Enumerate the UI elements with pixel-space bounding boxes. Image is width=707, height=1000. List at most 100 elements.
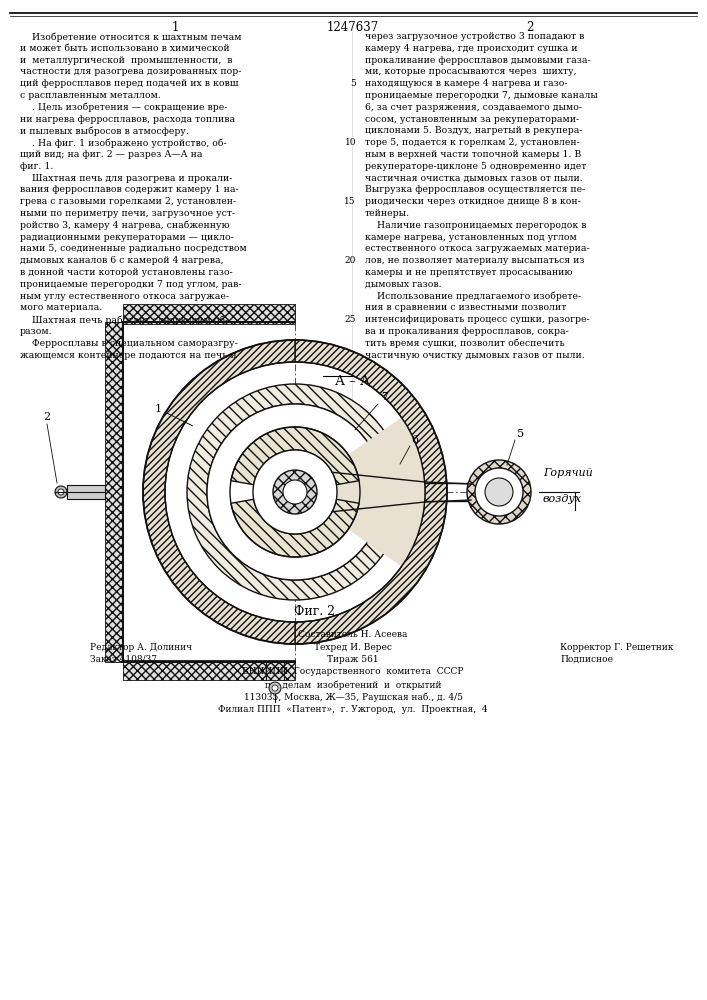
Text: 1: 1 [171,21,179,34]
Text: 2: 2 [526,21,534,34]
Text: в донной части которой установлены газо-: в донной части которой установлены газо- [20,268,233,277]
Text: 1: 1 [155,404,192,426]
Text: Корректор Г. Решетник: Корректор Г. Решетник [560,643,673,652]
Text: жающемся контейнере подаются на печь и: жающемся контейнере подаются на печь и [20,351,237,360]
Text: нами 5, соединенные радиально посредством: нами 5, соединенные радиально посредство… [20,244,247,253]
Text: Составитель Н. Асеева: Составитель Н. Асеева [298,630,408,639]
Text: 6: 6 [411,435,419,445]
Circle shape [283,480,307,504]
Text: фиг. 1.: фиг. 1. [20,162,53,171]
Text: 2: 2 [43,412,51,422]
Text: рекуператоре-циклоне 5 одновременно идет: рекуператоре-циклоне 5 одновременно идет [365,162,586,171]
Circle shape [58,489,64,495]
Text: Фиг. 2: Фиг. 2 [295,605,336,618]
Circle shape [207,404,383,580]
Text: ций ферросплавов перед подачей их в ковш: ций ферросплавов перед подачей их в ковш [20,79,238,88]
Text: 7: 7 [382,392,389,402]
Text: Использование предлагаемого изобрете-: Использование предлагаемого изобрете- [365,292,581,301]
Text: Наличие газопроницаемых перегородок в: Наличие газопроницаемых перегородок в [365,221,587,230]
Text: Ферросплавы в специальном саморазгру-: Ферросплавы в специальном саморазгру- [20,339,238,348]
Text: с расплавленным металлом.: с расплавленным металлом. [20,91,161,100]
Circle shape [55,486,67,498]
Text: ни нагрева ферросплавов, расхода топлива: ни нагрева ферросплавов, расхода топлива [20,115,235,124]
Text: лов, не позволяет материалу высыпаться из: лов, не позволяет материалу высыпаться и… [365,256,585,265]
Text: циклонами 5. Воздух, нагретый в рекупера-: циклонами 5. Воздух, нагретый в рекупера… [365,126,583,135]
Text: проницаемые перегородки 7, дымовые каналы: проницаемые перегородки 7, дымовые канал… [365,91,598,100]
Text: Выгрузка ферросплавов осуществляется пе-: Выгрузка ферросплавов осуществляется пе- [365,185,585,194]
Wedge shape [143,340,295,644]
Text: 10: 10 [344,138,356,147]
Circle shape [269,682,281,694]
Circle shape [273,470,317,514]
Text: Редактор А. Долинич: Редактор А. Долинич [90,643,192,652]
Text: мого материала.: мого материала. [20,303,103,312]
Circle shape [475,468,523,516]
Text: по  делам  изобретений  и  открытий: по делам изобретений и открытий [264,680,441,690]
Text: проницаемые перегородки 7 под углом, рав-: проницаемые перегородки 7 под углом, рав… [20,280,242,289]
Text: 15: 15 [344,197,356,206]
Circle shape [485,478,513,506]
Text: камеру 4 нагрева, где происходит сушка и: камеру 4 нагрева, где происходит сушка и [365,44,578,53]
Text: 25: 25 [344,315,356,324]
Text: . Цель изобретения — сокращение вре-: . Цель изобретения — сокращение вре- [20,103,228,112]
Text: ным углу естественного откоса загружае-: ным углу естественного откоса загружае- [20,292,229,301]
Text: А – А: А – А [335,375,370,388]
Text: Шахтная печь работает следующим об-: Шахтная печь работает следующим об- [20,315,228,325]
Text: Заказ 4108/37: Заказ 4108/37 [90,655,157,664]
Text: тить время сушки, позволит обеспечить: тить время сушки, позволит обеспечить [365,339,565,348]
Text: 1247637: 1247637 [327,21,379,34]
Text: Изобретение относится к шахтным печам: Изобретение относится к шахтным печам [20,32,242,41]
Text: Шахтная печь для разогрева и прокали-: Шахтная печь для разогрева и прокали- [20,174,233,183]
Text: ва и прокаливания ферросплавов, сокра-: ва и прокаливания ферросплавов, сокра- [365,327,568,336]
Text: частичная очистка дымовых газов от пыли.: частичная очистка дымовых газов от пыли. [365,174,583,183]
Bar [123,660,295,680]
Text: и может быть использовано в химической: и может быть использовано в химической [20,44,230,53]
Text: тейнеры.: тейнеры. [365,209,410,218]
Text: Тираж 561: Тираж 561 [327,655,379,664]
Text: 6, за счет разряжения, создаваемого дымо-: 6, за счет разряжения, создаваемого дымо… [365,103,582,112]
Wedge shape [295,340,447,644]
Text: частичную очистку дымовых газов от пыли.: частичную очистку дымовых газов от пыли. [365,351,585,360]
Text: . На фиг. 1 изображено устройство, об-: . На фиг. 1 изображено устройство, об- [20,138,227,148]
Text: риодически через откидное днище 8 в кон-: риодически через откидное днище 8 в кон- [365,197,580,206]
Text: ным в верхней части топочной камеры 1. В: ным в верхней части топочной камеры 1. В [365,150,581,159]
Bar [123,304,295,324]
Wedge shape [187,384,403,600]
Text: Горячий: Горячий [543,468,592,478]
Text: ройство 3, камеру 4 нагрева, снабженную: ройство 3, камеру 4 нагрева, снабженную [20,221,230,230]
Bar [67,485,105,499]
Text: Подписное: Подписное [560,655,613,664]
Text: прокаливание ферросплавов дымовыми газа-: прокаливание ферросплавов дымовыми газа- [365,56,590,65]
Text: 5: 5 [350,79,356,88]
Text: через загрузочное устройство 3 попадают в: через загрузочное устройство 3 попадают … [365,32,585,41]
Text: ми, которые просасываются через  шихту,: ми, которые просасываются через шихту, [365,67,576,76]
Text: дымовых каналов 6 с камерой 4 нагрева,: дымовых каналов 6 с камерой 4 нагрева, [20,256,223,265]
Text: ными по периметру печи, загрузочное уст-: ными по периметру печи, загрузочное уст- [20,209,235,218]
Circle shape [467,460,531,524]
Text: ния в сравнении с известными позволит: ния в сравнении с известными позволит [365,303,566,312]
Bar [105,322,123,662]
Text: грева с газовыми горелками 2, установлен-: грева с газовыми горелками 2, установлен… [20,197,236,206]
Circle shape [272,685,278,691]
Text: и пылевых выбросов в атмосферу.: и пылевых выбросов в атмосферу. [20,126,189,136]
Text: воздух: воздух [543,494,582,504]
Wedge shape [329,417,425,567]
Text: находящуюся в камере 4 нагрева и газо-: находящуюся в камере 4 нагрева и газо- [365,79,568,88]
Text: 20: 20 [344,256,356,265]
Text: и  металлургической  промышленности,  в: и металлургической промышленности, в [20,56,233,65]
Text: 5: 5 [518,429,525,439]
Text: ВНИИПИ  Государственного  комитета  СССР: ВНИИПИ Государственного комитета СССР [243,668,464,676]
Bar [123,322,295,662]
Circle shape [253,450,337,534]
Text: камеры и не препятствует просасыванию: камеры и не препятствует просасыванию [365,268,573,277]
Text: радиационными рекуператорами — цикло-: радиационными рекуператорами — цикло- [20,233,234,242]
Text: интенсифицировать процесс сушки, разогре-: интенсифицировать процесс сушки, разогре… [365,315,590,324]
Text: Техред И. Верес: Техред И. Верес [314,643,392,652]
Text: разом.: разом. [20,327,52,336]
Wedge shape [231,499,359,557]
Text: частности для разогрева дозированных пор-: частности для разогрева дозированных пор… [20,67,241,76]
Text: щий вид; на фиг. 2 — разрез А—А на: щий вид; на фиг. 2 — разрез А—А на [20,150,202,159]
Text: дымовых газов.: дымовых газов. [365,280,442,289]
Text: вания ферросплавов содержит камеру 1 на-: вания ферросплавов содержит камеру 1 на- [20,185,239,194]
Text: сосом, установленным за рекуператорами-: сосом, установленным за рекуператорами- [365,115,579,124]
